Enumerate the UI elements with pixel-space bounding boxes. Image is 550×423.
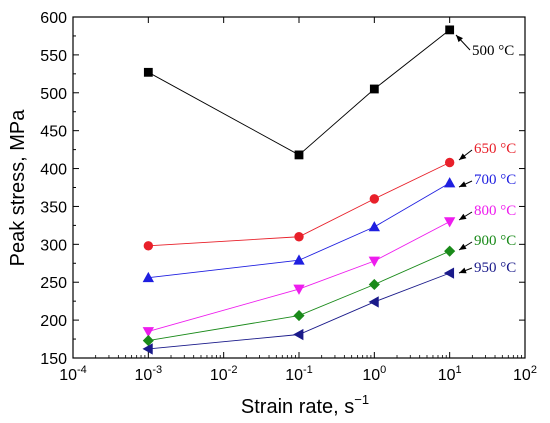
- series-label: 950 °C: [474, 260, 516, 276]
- data-point: [368, 278, 380, 291]
- plot-frame: [72, 16, 526, 359]
- x-tick-label: 10-3: [135, 364, 163, 384]
- x-tick-label: 10-4: [59, 364, 87, 384]
- data-point: [143, 67, 153, 77]
- data-point: [368, 296, 379, 308]
- series-line: [148, 162, 450, 247]
- data-point: [443, 267, 455, 279]
- data-point: [444, 245, 456, 257]
- y-tick-label: 150: [40, 351, 67, 368]
- data-point: [445, 25, 455, 35]
- data-point: [294, 150, 304, 160]
- data-point: [443, 217, 456, 228]
- data-point: [368, 256, 381, 267]
- x-axis-title-exp: −1: [354, 392, 369, 407]
- data-point: [443, 177, 456, 188]
- x-axis-title: Strain rate, s−1: [241, 392, 369, 418]
- x-tick-label: 10-2: [210, 364, 238, 384]
- data-point: [143, 241, 154, 251]
- data-point: [293, 309, 305, 322]
- data-points: [142, 25, 456, 355]
- y-tick-label: 300: [40, 237, 67, 254]
- series-line: [148, 250, 450, 342]
- series-line: [148, 221, 450, 332]
- series-label: 500 °C: [472, 43, 514, 59]
- y-tick-label: 350: [40, 199, 67, 216]
- series-label-arrowhead: [459, 267, 467, 274]
- y-tick-label: 450: [40, 124, 67, 141]
- y-axis-title: Peak stress, MPa: [7, 109, 29, 267]
- series-label-arrowhead: [459, 213, 467, 220]
- series-line: [148, 182, 450, 279]
- y-tick-label: 400: [40, 162, 67, 179]
- series-line: [148, 272, 450, 350]
- series-label: 800 °C: [474, 203, 516, 219]
- y-tick-label: 600: [40, 10, 67, 27]
- series-label: 900 °C: [474, 233, 516, 249]
- x-tick-label: 101: [438, 364, 462, 384]
- y-tick-label: 200: [40, 313, 67, 330]
- series-label-arrowhead: [459, 243, 467, 250]
- data-point: [142, 335, 154, 347]
- data-point: [142, 271, 155, 283]
- y-tick-label: 500: [40, 86, 67, 103]
- data-point: [444, 157, 455, 168]
- series-labels: 500 °C 650 °C 700 °C 800 °C 900 °C 950 °C: [455, 34, 516, 276]
- x-tick-label: 102: [513, 364, 537, 384]
- data-point: [142, 343, 153, 355]
- data-point: [369, 194, 380, 204]
- series-label-arrowhead: [456, 35, 463, 43]
- x-tick-label: 100: [362, 364, 386, 384]
- series-lines: [148, 29, 450, 350]
- data-point: [294, 232, 304, 242]
- x-tick-label: 10-1: [285, 364, 313, 384]
- data-point: [368, 221, 381, 232]
- series-label-arrowhead: [459, 153, 467, 160]
- tick-labels: 150 200 250 300 350 400 450 500 550 600 10-4 10-3 10…: [40, 10, 537, 384]
- series-label-arrowhead: [459, 181, 467, 187]
- data-point: [293, 284, 305, 295]
- y-tick-label: 550: [40, 48, 67, 65]
- series-line: [148, 29, 450, 156]
- data-point: [293, 328, 304, 341]
- data-point: [293, 254, 305, 265]
- data-point: [142, 327, 155, 338]
- x-axis-title-base: Strain rate, s: [241, 396, 354, 418]
- data-point: [369, 84, 379, 94]
- series-label: 700 °C: [474, 172, 516, 188]
- series-label: 650 °C: [474, 141, 516, 157]
- y-tick-label: 250: [40, 275, 67, 292]
- axes: [72, 16, 526, 359]
